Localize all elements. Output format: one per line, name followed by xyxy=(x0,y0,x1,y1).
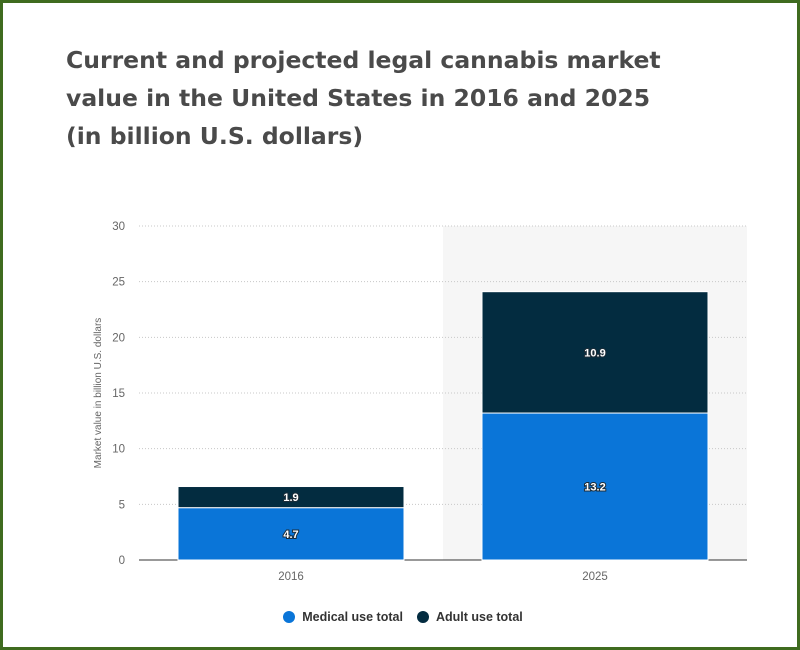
legend-item-medical[interactable]: Medical use total xyxy=(283,610,403,624)
legend: Medical use total Adult use total xyxy=(3,610,800,624)
data-label: 1.9 xyxy=(283,492,298,504)
data-label: 13.2 xyxy=(584,482,605,494)
y-tick-label: 10 xyxy=(112,444,125,456)
y-tick-label: 0 xyxy=(119,555,125,567)
y-tick-label: 15 xyxy=(112,388,125,400)
medical-legend-swatch xyxy=(283,611,296,623)
adult-legend-swatch xyxy=(416,611,429,623)
y-tick-label: 20 xyxy=(112,332,125,344)
bar-medical-2025[interactable] xyxy=(481,412,709,561)
y-tick-label: 30 xyxy=(112,221,125,233)
bar-adult-2016[interactable] xyxy=(177,486,405,509)
legend-label-medical: Medical use total xyxy=(302,610,403,624)
bar-medical-2016[interactable] xyxy=(177,507,405,561)
x-tick-label: 2016 xyxy=(278,571,304,583)
data-label: 4.7 xyxy=(283,529,298,541)
x-axis-ticks: 2016 2025 xyxy=(278,571,608,583)
legend-item-adult[interactable]: Adult use total xyxy=(416,610,523,624)
y-tick-label: 25 xyxy=(112,277,125,289)
gridlines xyxy=(139,225,747,505)
x-tick-label: 2025 xyxy=(582,571,608,583)
y-axis-ticks: 0 5 10 15 20 25 30 xyxy=(112,221,125,567)
data-label: 10.9 xyxy=(584,347,605,359)
y-axis-title: Market value in billion U.S. dollars xyxy=(93,318,104,469)
chart-title: Current and projected legal cannabis mar… xyxy=(66,46,661,150)
bar-segments xyxy=(177,291,709,561)
data-labels: 4.7 1.9 13.2 10.9 xyxy=(282,346,606,541)
bar-adult-2025[interactable] xyxy=(481,291,709,414)
y-tick-label: 5 xyxy=(119,499,125,511)
legend-label-adult: Adult use total xyxy=(435,610,523,624)
